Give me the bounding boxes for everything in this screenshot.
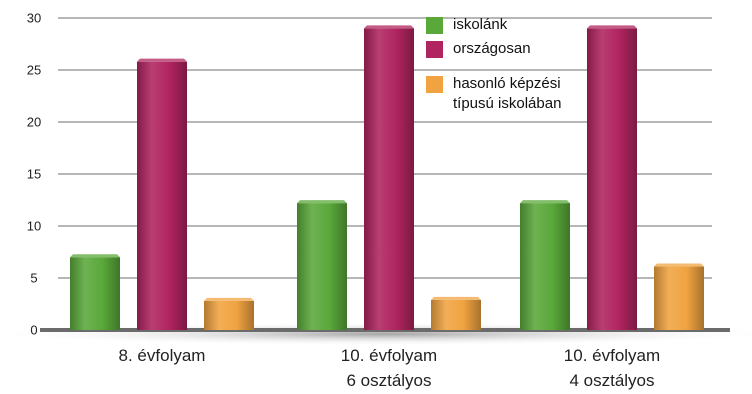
bar bbox=[204, 300, 254, 330]
legend-swatch bbox=[426, 17, 443, 34]
bar bbox=[137, 61, 187, 331]
bar-top bbox=[204, 297, 254, 301]
legend-label: típusú iskolában bbox=[453, 95, 561, 112]
bar bbox=[364, 28, 414, 331]
bar-top bbox=[297, 200, 347, 204]
y-tick-label: 20 bbox=[27, 115, 41, 130]
bar bbox=[297, 203, 347, 330]
x-tick-label: 4 osztályos bbox=[569, 371, 654, 390]
bar bbox=[654, 266, 704, 330]
bar-top bbox=[587, 25, 637, 29]
bar-top bbox=[520, 200, 570, 204]
legend-swatch bbox=[426, 76, 443, 93]
y-tick-label: 25 bbox=[27, 63, 41, 78]
x-tick-label: 10. évfolyam bbox=[564, 346, 660, 365]
y-tick-label: 5 bbox=[30, 271, 37, 286]
legend-label: iskolánk bbox=[453, 16, 508, 33]
y-tick-label: 15 bbox=[27, 167, 41, 182]
bar bbox=[70, 257, 120, 330]
bar bbox=[431, 299, 481, 330]
legend-label: országosan bbox=[453, 40, 531, 57]
x-tick-label: 6 osztályos bbox=[346, 371, 431, 390]
bar-top bbox=[137, 58, 187, 62]
bar bbox=[587, 28, 637, 331]
legend-label: hasonló képzési bbox=[453, 75, 561, 92]
x-tick-label: 8. évfolyam bbox=[119, 346, 206, 365]
bar-top bbox=[654, 263, 704, 267]
y-tick-label: 0 bbox=[30, 323, 37, 338]
bar-top bbox=[70, 254, 120, 258]
legend-swatch bbox=[426, 41, 443, 58]
bar bbox=[520, 203, 570, 330]
bar-top bbox=[364, 25, 414, 29]
bar-top bbox=[431, 296, 481, 300]
y-tick-label: 10 bbox=[27, 219, 41, 234]
y-tick-label: 30 bbox=[27, 11, 41, 26]
x-tick-label: 10. évfolyam bbox=[341, 346, 437, 365]
